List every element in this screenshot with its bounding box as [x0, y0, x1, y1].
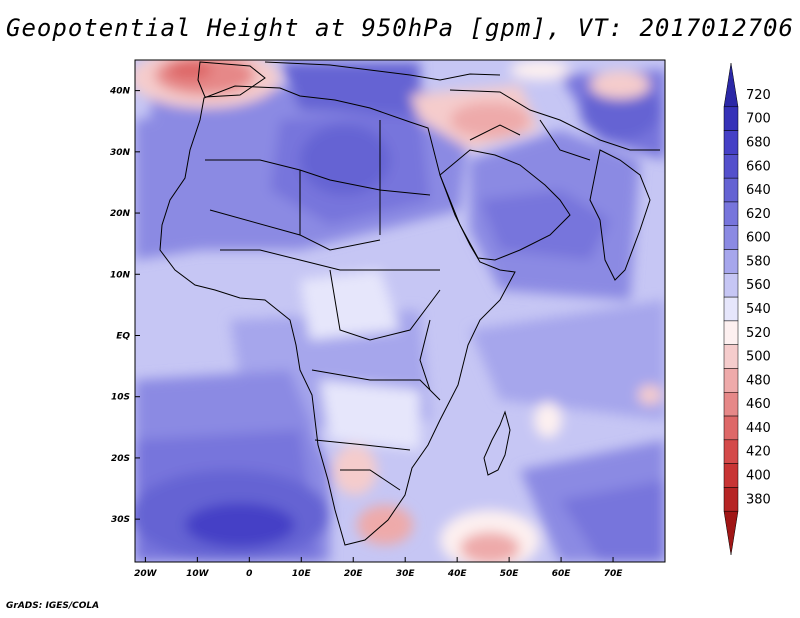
colorbar-label: 380 — [746, 492, 771, 507]
x-tick-label: 20W — [134, 569, 158, 579]
colorbar-label: 480 — [746, 373, 771, 388]
coastlines — [159, 61, 660, 546]
colorbar-label: 620 — [746, 207, 771, 222]
colorbar-swatch — [723, 273, 739, 298]
geopotential-field — [135, 60, 665, 562]
y-tick-label: EQ — [116, 331, 130, 341]
colorbar: 720 700 680 660 640 620 600 580 560 540 520 500 480 4… — [723, 62, 771, 556]
colorbar-label: 640 — [746, 183, 771, 198]
colorbar-label: 720 — [746, 88, 771, 103]
colorbar-label: 400 — [746, 469, 771, 484]
colorbar-label: 680 — [746, 136, 771, 151]
colorbar-swatch — [723, 344, 739, 369]
colorbar-swatch — [723, 62, 739, 108]
colorbar-swatch — [723, 320, 739, 345]
colorbar-swatch — [723, 463, 739, 488]
x-axis-ticks: 20W 10W 0 10E 20E 30E 40E 50E 60E 70E — [134, 557, 623, 579]
colorbar-swatch — [723, 392, 739, 417]
colorbar-swatch — [723, 439, 739, 464]
y-tick-label: 20N — [110, 209, 131, 219]
x-tick-label: 60E — [552, 569, 572, 579]
colorbar-swatch — [723, 368, 739, 393]
map-title: Geopotential Height at 950hPa [gpm], VT:… — [6, 14, 794, 42]
colorbar-label: 560 — [746, 278, 771, 293]
colorbar-swatch — [723, 130, 739, 155]
y-axis-ticks: 40N 30N 20N 10N EQ 10S 20S 30S — [109, 87, 140, 525]
x-tick-label: 10W — [186, 569, 210, 579]
colorbar-label: 440 — [746, 421, 771, 436]
colorbar-swatch — [723, 106, 739, 131]
colorbar-swatch — [723, 296, 739, 322]
colorbar-label: 600 — [746, 231, 771, 246]
colorbar-swatch — [723, 201, 739, 226]
y-tick-label: 30S — [111, 515, 130, 525]
colorbar-label: 660 — [746, 159, 771, 174]
y-tick-label: 20S — [111, 454, 130, 464]
x-tick-label: 40E — [447, 569, 468, 579]
x-tick-label: 70E — [604, 569, 624, 579]
colorbar-label: 460 — [746, 397, 771, 412]
grads-credit: GrADS: IGES/COLA — [6, 601, 100, 611]
colorbar-swatch — [723, 510, 739, 556]
x-tick-label: 0 — [246, 569, 252, 579]
x-tick-label: 20E — [344, 569, 364, 579]
colorbar-swatch — [723, 487, 739, 512]
colorbar-label: 520 — [746, 326, 771, 341]
map-frame — [134, 59, 666, 563]
y-tick-label: 10S — [111, 393, 130, 403]
y-tick-label: 40N — [109, 87, 131, 97]
y-tick-label: 30N — [110, 148, 131, 158]
colorbar-swatch — [723, 177, 739, 203]
colorbar-label: 500 — [746, 350, 771, 365]
colorbar-label: 540 — [746, 302, 771, 317]
x-tick-label: 10E — [292, 569, 312, 579]
colorbar-label: 580 — [746, 254, 771, 269]
x-tick-label: 50E — [500, 569, 520, 579]
colorbar-swatch — [723, 415, 739, 441]
x-tick-label: 30E — [396, 569, 416, 579]
colorbar-swatch — [723, 225, 739, 250]
colorbar-swatch — [723, 154, 739, 179]
y-tick-label: 10N — [110, 270, 131, 280]
colorbar-label: 420 — [746, 445, 771, 460]
colorbar-label: 700 — [746, 112, 771, 127]
colorbar-swatch — [723, 249, 739, 274]
